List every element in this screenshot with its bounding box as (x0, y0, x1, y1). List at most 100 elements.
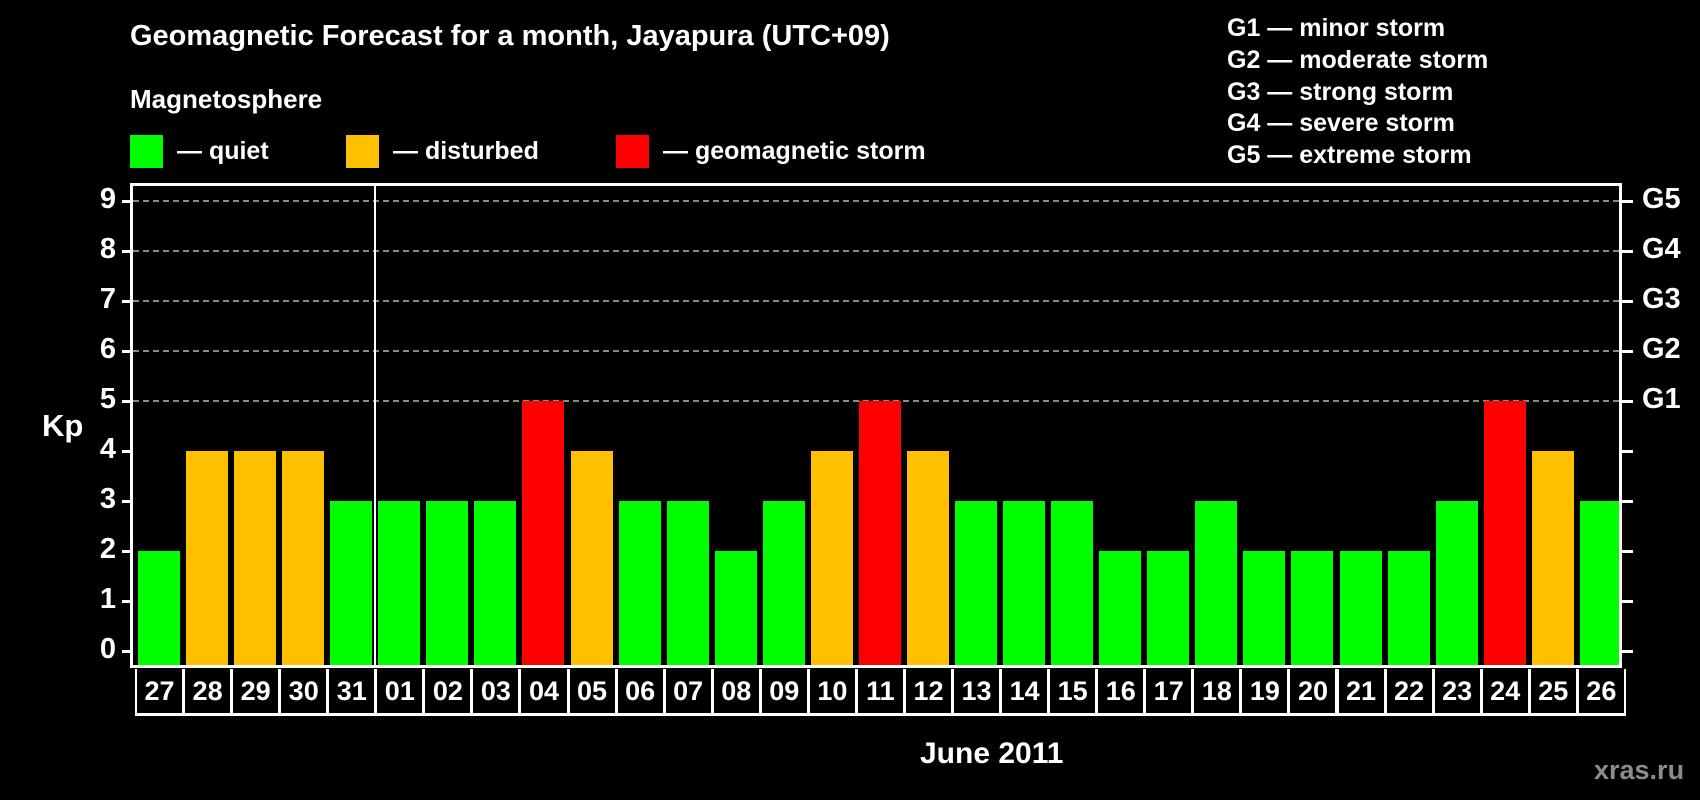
y-tick-left (122, 500, 133, 503)
bar-01 (378, 501, 421, 665)
storm-scale-g3: G3 — strong storm (1227, 77, 1454, 106)
x-tick-label: 30 (279, 669, 329, 716)
x-tick-label: 10 (807, 669, 857, 716)
y-tick-label: 4 (99, 433, 116, 465)
x-tick-label: 29 (231, 669, 281, 716)
legend-swatch-storm (616, 134, 649, 168)
g-scale-label: G3 (1642, 283, 1681, 315)
y-tick-right (1622, 300, 1633, 303)
legend-swatch-disturbed (346, 134, 379, 168)
x-tick-label: 18 (1192, 669, 1242, 716)
y-tick-left (122, 600, 133, 603)
storm-scale-g4: G4 — severe storm (1227, 109, 1455, 138)
month-divider (374, 183, 376, 668)
bar-07 (666, 501, 709, 665)
g-scale-label: G5 (1642, 183, 1681, 215)
bar-28 (186, 451, 229, 665)
gridline (133, 200, 1619, 202)
y-tick-label: 6 (99, 333, 116, 365)
g-scale-label: G2 (1642, 333, 1681, 365)
g-scale-label: G4 (1642, 233, 1681, 265)
bar-02 (426, 501, 469, 665)
gridline (133, 350, 1619, 352)
y-tick-left (122, 650, 133, 653)
storm-scale-list: G1 — minor storm G2 — moderate storm G3 … (1227, 13, 1488, 172)
x-tick-label: 12 (903, 669, 953, 716)
bar-12 (906, 451, 949, 665)
bar-06 (618, 501, 661, 665)
y-tick-left (122, 250, 133, 253)
bar-14 (1003, 501, 1046, 665)
watermark: xras.ru (1594, 755, 1685, 785)
bar-31 (330, 501, 373, 665)
bar-24 (1483, 401, 1526, 665)
bar-19 (1243, 551, 1286, 665)
bar-04 (522, 401, 565, 665)
x-tick-label: 04 (519, 669, 569, 716)
y-tick-left (122, 550, 133, 553)
storm-scale-g2: G2 — moderate storm (1227, 45, 1489, 74)
x-tick-label: 19 (1240, 669, 1290, 716)
bar-20 (1291, 551, 1334, 665)
x-tick-label: 13 (952, 669, 1002, 716)
x-tick-label: 06 (615, 669, 665, 716)
y-tick-right (1622, 350, 1633, 353)
bar-03 (474, 501, 517, 665)
bar-11 (858, 401, 901, 665)
chart-title: Geomagnetic Forecast for a month, Jayapu… (130, 20, 890, 52)
y-tick-right (1622, 600, 1633, 603)
y-tick-left (122, 300, 133, 303)
y-tick-right (1622, 200, 1633, 203)
x-tick-label: 05 (567, 669, 617, 716)
bar-30 (282, 451, 325, 665)
y-tick-right (1622, 450, 1633, 453)
y-axis-label: Kp (42, 408, 84, 443)
y-tick-right (1622, 650, 1633, 653)
x-tick-label: 01 (375, 669, 425, 716)
bar-25 (1531, 451, 1574, 665)
y-tick-right (1622, 400, 1633, 403)
y-tick-right (1622, 550, 1633, 553)
x-tick-label: 26 (1576, 669, 1626, 716)
bar-08 (714, 551, 757, 665)
g-scale-label: G1 (1642, 383, 1681, 415)
x-tick-label: 11 (855, 669, 905, 716)
bar-29 (234, 451, 277, 665)
bar-15 (1051, 501, 1094, 665)
x-tick-label: 08 (711, 669, 761, 716)
x-tick-label: 24 (1480, 669, 1530, 716)
x-tick-label: 23 (1432, 669, 1482, 716)
bar-05 (570, 451, 613, 665)
x-tick-label: 21 (1336, 669, 1386, 716)
bar-27 (138, 551, 180, 665)
bar-13 (955, 501, 998, 665)
x-tick-label: 25 (1528, 669, 1578, 716)
x-tick-label: 27 (135, 669, 185, 716)
bar-26 (1579, 501, 1622, 665)
x-tick-label: 16 (1096, 669, 1146, 716)
legend-item-storm: — geomagnetic storm (616, 134, 926, 168)
x-tick-label: 31 (327, 669, 377, 716)
bar-17 (1147, 551, 1190, 665)
y-tick-left (122, 200, 133, 203)
legend-swatch-quiet (130, 134, 163, 168)
storm-scale-g1: G1 — minor storm (1227, 14, 1446, 42)
y-tick-label: 2 (99, 533, 116, 565)
x-tick-label: 17 (1144, 669, 1194, 716)
bar-21 (1339, 551, 1382, 665)
x-tick-label: 09 (759, 669, 809, 716)
x-tick-label: 03 (471, 669, 521, 716)
y-tick-left (122, 400, 133, 403)
bar-23 (1435, 501, 1478, 665)
storm-scale-g5: G5 — extreme storm (1227, 141, 1472, 170)
plot-frame (130, 183, 1622, 668)
x-tick-label: 20 (1288, 669, 1338, 716)
chart-subtitle: Magnetosphere (130, 84, 323, 114)
y-tick-label: 8 (99, 233, 116, 265)
bar-09 (762, 501, 805, 665)
y-tick-left (122, 350, 133, 353)
x-tick-label: 15 (1048, 669, 1098, 716)
bar-18 (1195, 501, 1238, 665)
legend-item-disturbed: — disturbed (346, 134, 539, 168)
bar-22 (1387, 551, 1430, 665)
